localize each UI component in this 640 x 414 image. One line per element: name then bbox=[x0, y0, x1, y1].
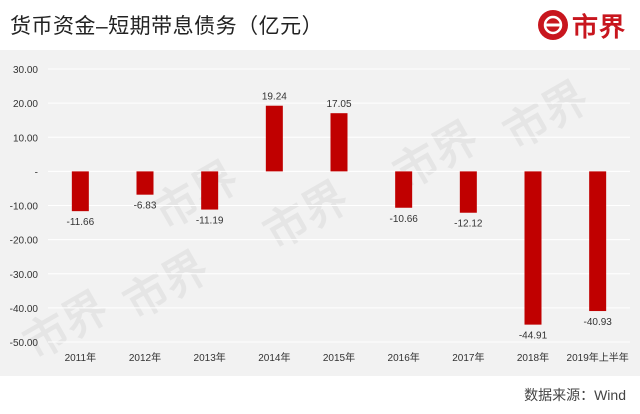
y-tick-label: 30.00 bbox=[13, 65, 38, 76]
data-label: -40.93 bbox=[583, 317, 612, 328]
x-tick-label: 2012年 bbox=[129, 351, 161, 364]
data-label: 19.24 bbox=[262, 92, 287, 103]
x-tick-label: 2019年上半年 bbox=[567, 351, 629, 364]
data-label: -6.83 bbox=[134, 201, 157, 212]
bar bbox=[459, 171, 477, 213]
x-tick-label: 2015年 bbox=[323, 351, 355, 364]
bar bbox=[265, 105, 283, 172]
x-tick-label: 2016年 bbox=[388, 351, 420, 364]
bar bbox=[524, 171, 542, 325]
y-tick-label: 20.00 bbox=[13, 99, 38, 110]
chart-header: 货币资金–短期带息债务（亿元） 市界 bbox=[0, 0, 640, 50]
y-tick-label: -30.00 bbox=[10, 270, 39, 281]
x-tick-label: 2017年 bbox=[452, 351, 484, 364]
brand-logo: 市界 bbox=[537, 6, 626, 44]
data-label: -11.19 bbox=[196, 216, 224, 227]
bar bbox=[330, 113, 348, 172]
bar bbox=[136, 171, 154, 195]
x-tick-label: 2011年 bbox=[65, 351, 97, 364]
data-label: -11.66 bbox=[67, 217, 95, 228]
y-tick-label: 10.00 bbox=[13, 133, 38, 144]
bars bbox=[71, 105, 607, 325]
data-source: 数据来源：Wind bbox=[524, 387, 626, 403]
y-tick-label: -40.00 bbox=[10, 304, 39, 315]
y-tick-label: - bbox=[35, 167, 38, 178]
brand-logo-text: 市界 bbox=[571, 11, 626, 42]
x-axis: 2011年 2012年 2013年 2014年 2015年 2016年 2017年 2018年… bbox=[65, 351, 629, 364]
y-axis: 30.00 20.00 10.00 - -10.00 -20.00 -30.00 -40.00… bbox=[10, 65, 39, 349]
brand-logo-icon bbox=[537, 10, 568, 40]
data-labels: -11.66 -6.83 -11.19 19.24 17.05 -10.66 -12.12 -… bbox=[67, 92, 613, 342]
data-label: -12.12 bbox=[454, 219, 483, 230]
bar bbox=[201, 171, 219, 210]
bar bbox=[589, 171, 607, 312]
chart-footer: 数据来源：Wind bbox=[0, 376, 640, 414]
y-tick-label: -50.00 bbox=[10, 338, 39, 349]
y-tick-label: -10.00 bbox=[10, 202, 39, 213]
bar-chart: 30.00 20.00 10.00 - -10.00 -20.00 -30.00 -40.00… bbox=[10, 65, 630, 364]
bar bbox=[71, 171, 89, 212]
data-label: -44.91 bbox=[519, 331, 548, 342]
y-tick-label: -20.00 bbox=[10, 236, 39, 247]
bar bbox=[395, 171, 413, 208]
data-label: -10.66 bbox=[389, 214, 418, 225]
x-tick-label: 2013年 bbox=[194, 351, 226, 364]
chart-title: 货币资金–短期带息债务（亿元） bbox=[10, 15, 324, 38]
data-label: 17.05 bbox=[326, 99, 351, 110]
x-tick-label: 2014年 bbox=[258, 351, 290, 364]
x-tick-label: 2018年 bbox=[517, 351, 549, 364]
